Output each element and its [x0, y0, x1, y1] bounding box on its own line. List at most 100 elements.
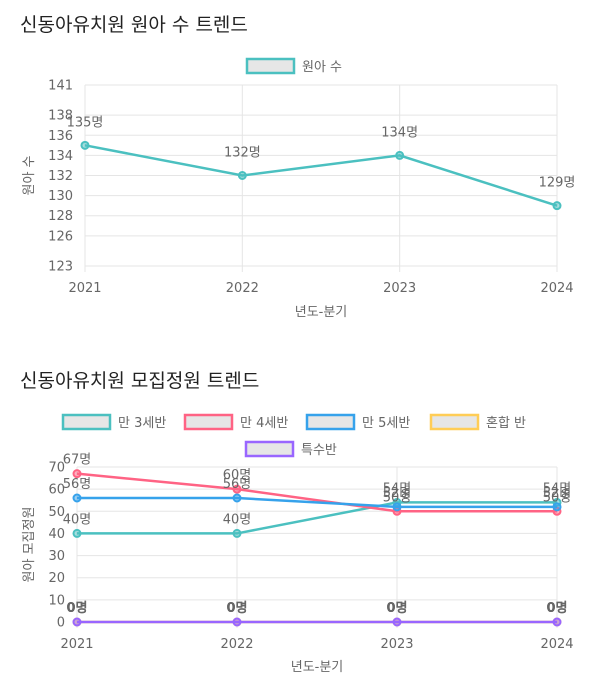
legend-swatch [244, 440, 295, 458]
data-point [72, 469, 82, 479]
x-tick-label: 2021 [68, 281, 101, 296]
y-axis-label: 원아 수 [22, 155, 37, 195]
x-tick-label: 2024 [540, 637, 573, 652]
x-tick-label: 2024 [540, 281, 573, 296]
legend-swatch [183, 413, 234, 431]
series-만 3세반 [72, 497, 562, 538]
data-point [232, 528, 242, 538]
data-label: 54명 [543, 481, 572, 496]
series-line [76, 472, 557, 513]
legend-item: 만 5세반 [305, 413, 410, 431]
y-tick-label: 130 [48, 189, 73, 204]
legend-label: 만 3세반 [118, 416, 166, 431]
data-label: 134명 [381, 125, 418, 140]
x-tick-label: 2022 [220, 637, 253, 652]
data-label: 0명 [66, 600, 87, 616]
legend-swatch [305, 413, 356, 431]
x-tick-label: 2023 [380, 637, 413, 652]
data-point [72, 617, 82, 627]
y-tick-label: 60 [48, 483, 65, 498]
x-tick-label: 2023 [383, 281, 416, 296]
data-label: 52명 [543, 486, 572, 501]
data-point [232, 493, 242, 503]
data-point [72, 493, 82, 503]
y-tick-label: 30 [48, 549, 65, 564]
legend-label: 특수반 [301, 443, 337, 458]
plot-area: 123 126 128 130 132 134 136 138 141 2021 2022 2023 2… [22, 79, 574, 321]
data-label: 0명 [386, 600, 407, 616]
x-axis-label: 년도-분기 [295, 305, 348, 320]
legend-label: 혼합 반 [486, 416, 526, 431]
x-tick-label: 2022 [226, 281, 259, 296]
series-line [84, 144, 558, 207]
data-point [392, 502, 402, 512]
data-point [395, 150, 405, 160]
y-tick-label: 132 [48, 169, 73, 184]
data-point [552, 502, 562, 512]
series-line [77, 496, 557, 509]
data-point [72, 528, 82, 538]
data-label: 56명 [223, 477, 252, 492]
y-tick-label: 0 [57, 616, 65, 631]
data-label: 60명 [223, 468, 252, 483]
data-label: 0명 [386, 600, 407, 616]
data-label: 0명 [546, 600, 567, 616]
legend-item: 특수반 [244, 440, 337, 458]
legend-item: 혼합 반 [429, 413, 526, 431]
data-label: 135명 [67, 115, 104, 130]
y-tick-label: 20 [48, 571, 65, 586]
data-label: 67명 [63, 453, 92, 468]
data-point [80, 140, 90, 150]
data-label: 40명 [223, 512, 252, 527]
series-특수반 [72, 617, 562, 627]
data-label: 50명 [543, 490, 572, 505]
y-tick-label: 123 [48, 260, 73, 275]
x-tick-label: 2021 [60, 637, 93, 652]
legend-item: 만 3세반 [61, 413, 166, 431]
y-tick-label: 40 [48, 527, 65, 542]
data-label: 40명 [63, 512, 92, 527]
y-tick-label: 10 [48, 593, 65, 608]
data-point [392, 617, 402, 627]
data-point [237, 171, 247, 180]
data-point [232, 617, 242, 627]
y-tick-label: 70 [48, 461, 65, 476]
data-label: 132명 [224, 146, 261, 161]
chart-title: 신동아유치원 모집정원 트렌드 [20, 370, 260, 392]
x-axis-label: 년도-분기 [291, 660, 344, 675]
series-만 5세반 [72, 493, 562, 512]
data-label: 0명 [546, 600, 567, 616]
data-label: 129명 [539, 176, 576, 191]
y-tick-label: 126 [48, 229, 73, 244]
data-label: 0명 [226, 600, 247, 616]
legend-swatch [245, 57, 296, 75]
data-label: 54명 [383, 481, 412, 496]
y-tick-label: 136 [48, 129, 73, 144]
y-tick-label: 141 [48, 79, 73, 94]
legend-label: 원아 수 [302, 60, 342, 75]
legend-item: 만 4세반 [183, 413, 288, 431]
data-point [552, 201, 562, 211]
legend-item: 원아 수 [245, 57, 342, 75]
data-label: 50명 [383, 490, 412, 505]
legend-label: 만 4세반 [240, 416, 288, 431]
plot-area: 0 10 20 30 40 50 60 70 2021 2022 2023 2024 년도-분기 원아 모… [22, 461, 574, 676]
y-tick-label: 134 [48, 149, 73, 164]
series-원아 수 [80, 140, 562, 211]
data-point [232, 484, 242, 494]
y-tick-label: 138 [48, 109, 73, 124]
legend-label: 만 5세반 [362, 416, 410, 431]
data-label: 0명 [226, 600, 247, 616]
chart-title: 신동아유치원 원아 수 트렌드 [20, 14, 248, 36]
y-tick-label: 50 [48, 505, 65, 520]
data-point [552, 617, 562, 627]
data-label: 56명 [63, 477, 92, 492]
legend-swatch [429, 413, 480, 431]
legend-swatch [61, 413, 112, 431]
y-tick-label: 128 [48, 209, 73, 224]
y-axis-label: 원아 모집정원 [22, 507, 37, 583]
data-label: 0명 [66, 600, 87, 616]
series-line [77, 501, 557, 535]
